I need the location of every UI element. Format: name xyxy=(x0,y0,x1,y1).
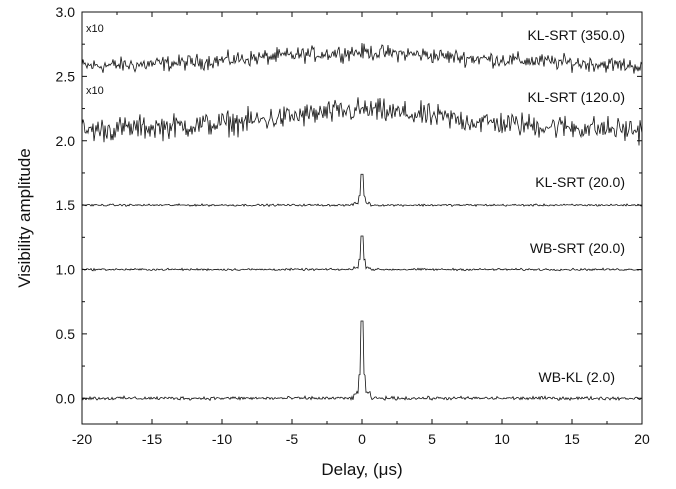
ticks-layer: -20 -15 -10 -5 0 5 10 15 20 0.0 0.5 1.0 1.5 2.0 2.5 3.0 xyxy=(56,4,650,447)
y-tick-label: 0.5 xyxy=(56,326,76,342)
series-layer xyxy=(81,43,643,402)
y-tick-label: 2.0 xyxy=(56,133,76,149)
labels-layer: KL-SRT (350.0) x10 KL-SRT (120.0) x10 KL-SRT… xyxy=(86,23,625,385)
series-line xyxy=(81,43,643,74)
x-tick-label: -15 xyxy=(142,431,162,447)
series-label: KL-SRT (350.0) xyxy=(527,27,625,43)
y-tick-label: 1.5 xyxy=(56,197,76,213)
x-tick-label: 10 xyxy=(494,431,510,447)
scale-factor-label: x10 xyxy=(86,85,104,97)
y-tick-label: 2.5 xyxy=(56,68,76,84)
x-tick-label: -20 xyxy=(72,431,92,447)
y-axis-title: Visibility amplitude xyxy=(15,148,34,288)
series-label: KL-SRT (20.0) xyxy=(535,174,625,190)
x-axis-title: Delay, (μs) xyxy=(321,460,402,479)
x-tick-label: -5 xyxy=(286,431,299,447)
series-label: KL-SRT (120.0) xyxy=(527,89,625,105)
y-tick-label: 1.0 xyxy=(56,262,76,278)
x-tick-label: -10 xyxy=(212,431,232,447)
x-tick-label: 15 xyxy=(564,431,580,447)
y-tick-label: 0.0 xyxy=(56,390,76,406)
x-tick-label: 5 xyxy=(428,431,436,447)
x-tick-label: 0 xyxy=(358,431,366,447)
scale-factor-label: x10 xyxy=(86,23,104,35)
series-line xyxy=(81,320,643,402)
y-tick-label: 3.0 xyxy=(56,4,76,20)
x-tick-label: 20 xyxy=(634,431,650,447)
series-label: WB-SRT (20.0) xyxy=(530,240,625,256)
series-line xyxy=(81,173,643,208)
series-line xyxy=(81,97,643,146)
series-line xyxy=(81,235,643,272)
series-label: WB-KL (2.0) xyxy=(539,369,616,385)
